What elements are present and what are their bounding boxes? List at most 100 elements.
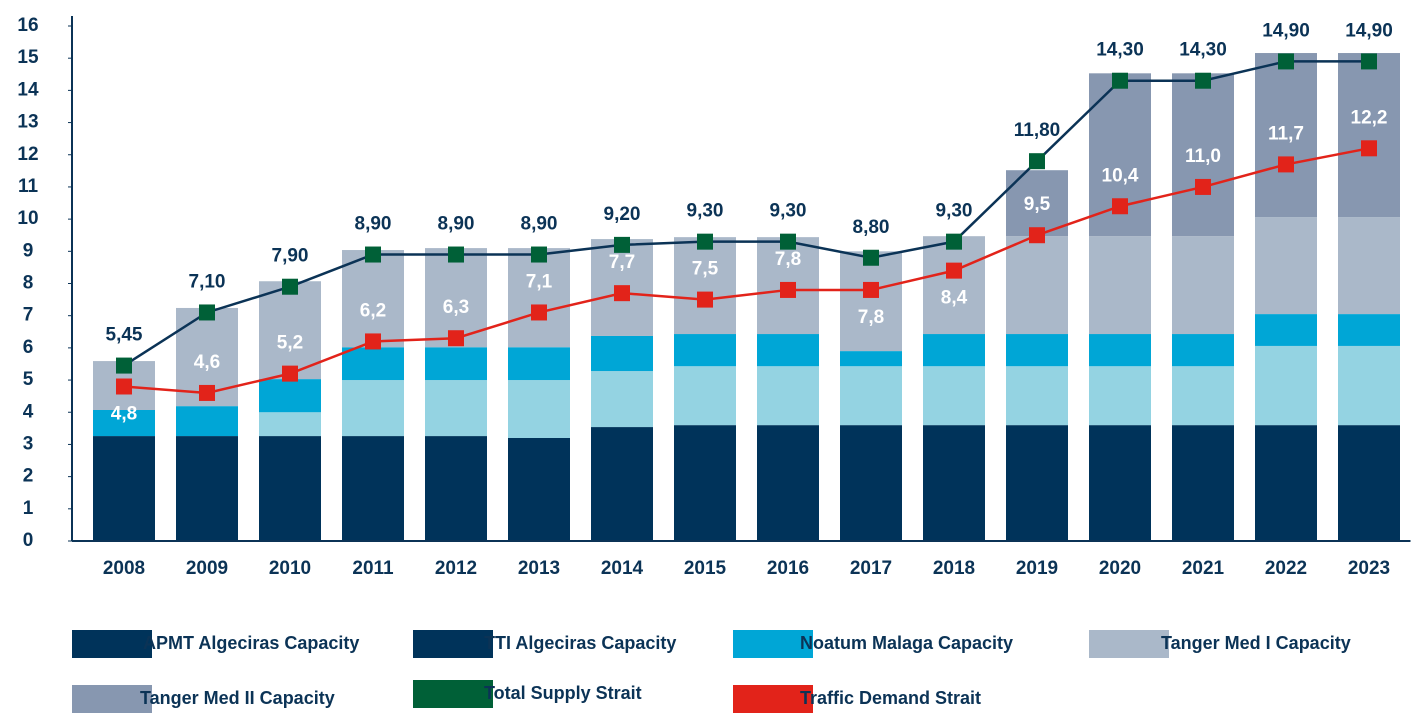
x-tick-label: 2010 bbox=[269, 558, 311, 579]
bar-segment bbox=[1172, 366, 1234, 426]
y-tick-label: 16 bbox=[17, 15, 38, 36]
y-tick-label: 4 bbox=[23, 401, 34, 422]
data-label: 7,10 bbox=[189, 271, 226, 292]
data-label: 8,90 bbox=[438, 214, 475, 235]
data-label: 7,5 bbox=[692, 259, 719, 280]
bar-segment bbox=[1089, 425, 1151, 541]
line-series bbox=[123, 60, 1369, 367]
bar-segment bbox=[259, 436, 321, 541]
data-label: 9,20 bbox=[604, 204, 641, 225]
x-tick-label: 2018 bbox=[933, 558, 975, 579]
legend-swatch bbox=[733, 630, 813, 658]
bar-segment bbox=[840, 366, 902, 426]
bar-segment bbox=[1338, 53, 1400, 218]
legend-label: Tanger Med II Capacity bbox=[140, 688, 335, 708]
bar-segment bbox=[591, 427, 653, 541]
y-tick-label: 6 bbox=[23, 337, 34, 358]
line-marker bbox=[365, 333, 381, 350]
line-marker bbox=[863, 281, 879, 298]
line-marker bbox=[1278, 156, 1294, 173]
x-tick-label: 2017 bbox=[850, 558, 892, 579]
bar-segment bbox=[923, 334, 985, 367]
bar-segment bbox=[674, 366, 736, 426]
bar-segment bbox=[1006, 236, 1068, 335]
line-marker bbox=[116, 378, 132, 395]
line-marker bbox=[697, 233, 713, 250]
line-marker bbox=[116, 357, 132, 374]
data-label: 5,45 bbox=[106, 325, 143, 346]
x-tick-label: 2020 bbox=[1099, 558, 1141, 579]
y-tick-label: 1 bbox=[23, 498, 34, 519]
line-marker bbox=[1112, 198, 1128, 215]
line-marker bbox=[1112, 72, 1128, 89]
data-label: 6,3 bbox=[443, 297, 469, 318]
line-marker bbox=[531, 304, 547, 321]
bar-segment bbox=[425, 347, 487, 381]
x-tick-label: 2022 bbox=[1265, 558, 1307, 579]
y-tick-label: 14 bbox=[17, 79, 39, 100]
x-tick-label: 2009 bbox=[186, 558, 228, 579]
bar-segment bbox=[1338, 425, 1400, 541]
data-label: 7,7 bbox=[609, 252, 635, 273]
legend-swatch bbox=[413, 630, 493, 658]
line-marker bbox=[1195, 178, 1211, 195]
bar-segment bbox=[342, 250, 404, 348]
bar-segment bbox=[840, 351, 902, 367]
data-label: 4,8 bbox=[111, 404, 137, 425]
bar-segment bbox=[923, 425, 985, 541]
data-label: 9,30 bbox=[770, 201, 807, 222]
bar-segment bbox=[1338, 314, 1400, 346]
y-tick-label: 3 bbox=[23, 433, 34, 454]
bar-segment bbox=[840, 251, 902, 352]
line-marker bbox=[448, 330, 464, 347]
legend-label: Total Supply Strait bbox=[484, 683, 642, 703]
line-marker bbox=[448, 246, 464, 263]
data-label: 9,30 bbox=[936, 201, 973, 222]
legend-swatch bbox=[72, 630, 152, 658]
bar-segment bbox=[591, 371, 653, 428]
x-tick-label: 2011 bbox=[352, 558, 394, 579]
bar-segment bbox=[508, 248, 570, 348]
bar-segment bbox=[508, 380, 570, 438]
bar-segment bbox=[342, 436, 404, 541]
line-marker bbox=[863, 249, 879, 266]
bar-segment bbox=[674, 237, 736, 335]
line-marker bbox=[282, 278, 298, 295]
legend-swatch bbox=[413, 680, 493, 708]
bar-segment bbox=[1255, 314, 1317, 346]
bar-segment bbox=[1255, 425, 1317, 541]
bar-segment bbox=[840, 425, 902, 541]
data-label: 8,4 bbox=[941, 288, 968, 309]
data-label: 9,5 bbox=[1024, 194, 1051, 215]
y-tick-label: 10 bbox=[17, 208, 38, 229]
line-marker bbox=[946, 262, 962, 279]
line-marker bbox=[1195, 72, 1211, 89]
bar-segment bbox=[1089, 366, 1151, 426]
data-label: 14,30 bbox=[1096, 40, 1144, 61]
bar-segment bbox=[674, 334, 736, 367]
x-tick-label: 2014 bbox=[601, 558, 644, 579]
line-marker bbox=[614, 285, 630, 302]
line-marker bbox=[1278, 53, 1294, 70]
bar-segment bbox=[674, 425, 736, 541]
line-marker bbox=[780, 281, 796, 298]
bar-segment bbox=[425, 380, 487, 437]
x-tick-label: 2012 bbox=[435, 558, 477, 579]
data-label: 7,8 bbox=[858, 307, 884, 328]
data-label: 6,2 bbox=[360, 300, 386, 321]
legend-swatch bbox=[733, 685, 813, 713]
bar-segment bbox=[1172, 334, 1234, 367]
line-marker bbox=[365, 246, 381, 263]
data-label: 7,1 bbox=[526, 271, 553, 292]
y-tick-label: 12 bbox=[17, 144, 38, 165]
bar-segment bbox=[1172, 236, 1234, 335]
x-tick-label: 2016 bbox=[767, 558, 809, 579]
line-marker bbox=[531, 246, 547, 263]
legend-label: Tanger Med I Capacity bbox=[1161, 633, 1351, 653]
line-marker bbox=[282, 365, 298, 382]
y-tick-label: 0 bbox=[23, 530, 34, 551]
legend-label: TTI Algeciras Capacity bbox=[484, 633, 676, 653]
bar-segment bbox=[259, 379, 321, 413]
